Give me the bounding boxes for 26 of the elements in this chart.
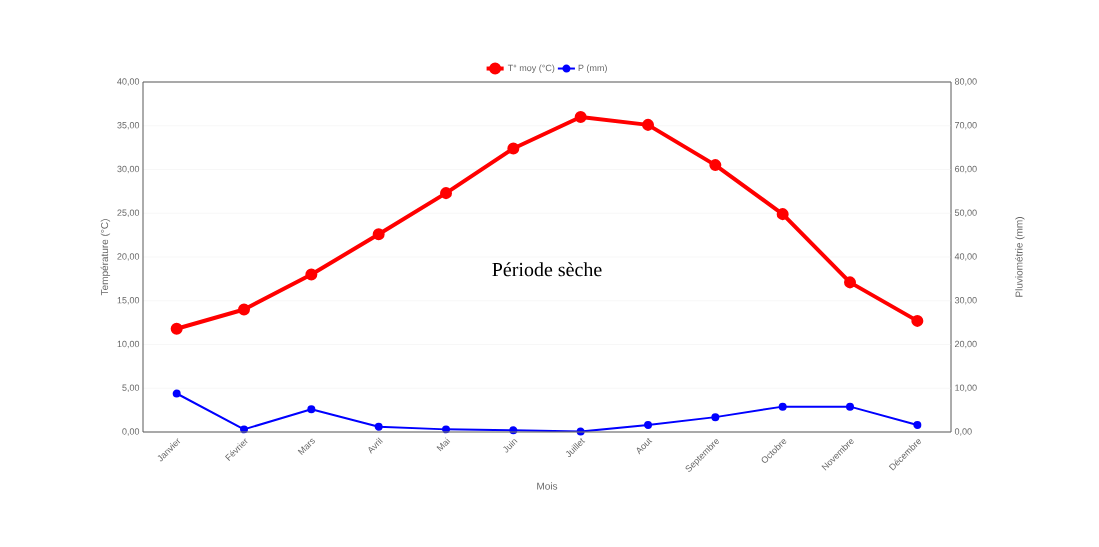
y-tick-label: 35,00 <box>117 122 140 130</box>
y-tick-label: 10,00 <box>117 340 140 349</box>
legend-label: P (mm) <box>578 64 607 73</box>
y2-tick-label: 30,00 <box>954 297 977 305</box>
y-tick-label: 20,00 <box>117 253 140 261</box>
y-tick-label: 25,00 <box>117 209 140 217</box>
y2-axis-title: Pluviométrie (mm) <box>1015 217 1025 297</box>
y-tick-label: 40,00 <box>117 78 140 86</box>
legend-label: T° moy (°C) <box>507 64 555 73</box>
y2-tick-label: 70,00 <box>955 122 977 130</box>
y2-tick-label: 60,00 <box>955 165 977 174</box>
y2-tick-label: 10,00 <box>955 384 977 392</box>
y-tick-label: 0,00 <box>122 428 140 436</box>
annotation: Période sèche <box>492 262 602 277</box>
y-tick-label: 30,00 <box>117 165 140 174</box>
y2-tick-label: 0,00 <box>954 428 972 436</box>
y-tick-label: 15,00 <box>117 297 140 305</box>
y2-tick-label: 80,00 <box>954 78 977 86</box>
y2-tick-label: 20,00 <box>955 340 977 349</box>
x-tick-label: Mai <box>436 437 451 452</box>
y-tick-label: 5,00 <box>122 384 140 392</box>
y-axis-title: Température (°C) <box>100 219 111 296</box>
x-axis-title: Mois <box>537 482 558 490</box>
y2-tick-label: 40,00 <box>954 253 977 261</box>
x-tick-label: Juin <box>503 439 518 453</box>
y2-tick-label: 50,00 <box>954 209 977 217</box>
